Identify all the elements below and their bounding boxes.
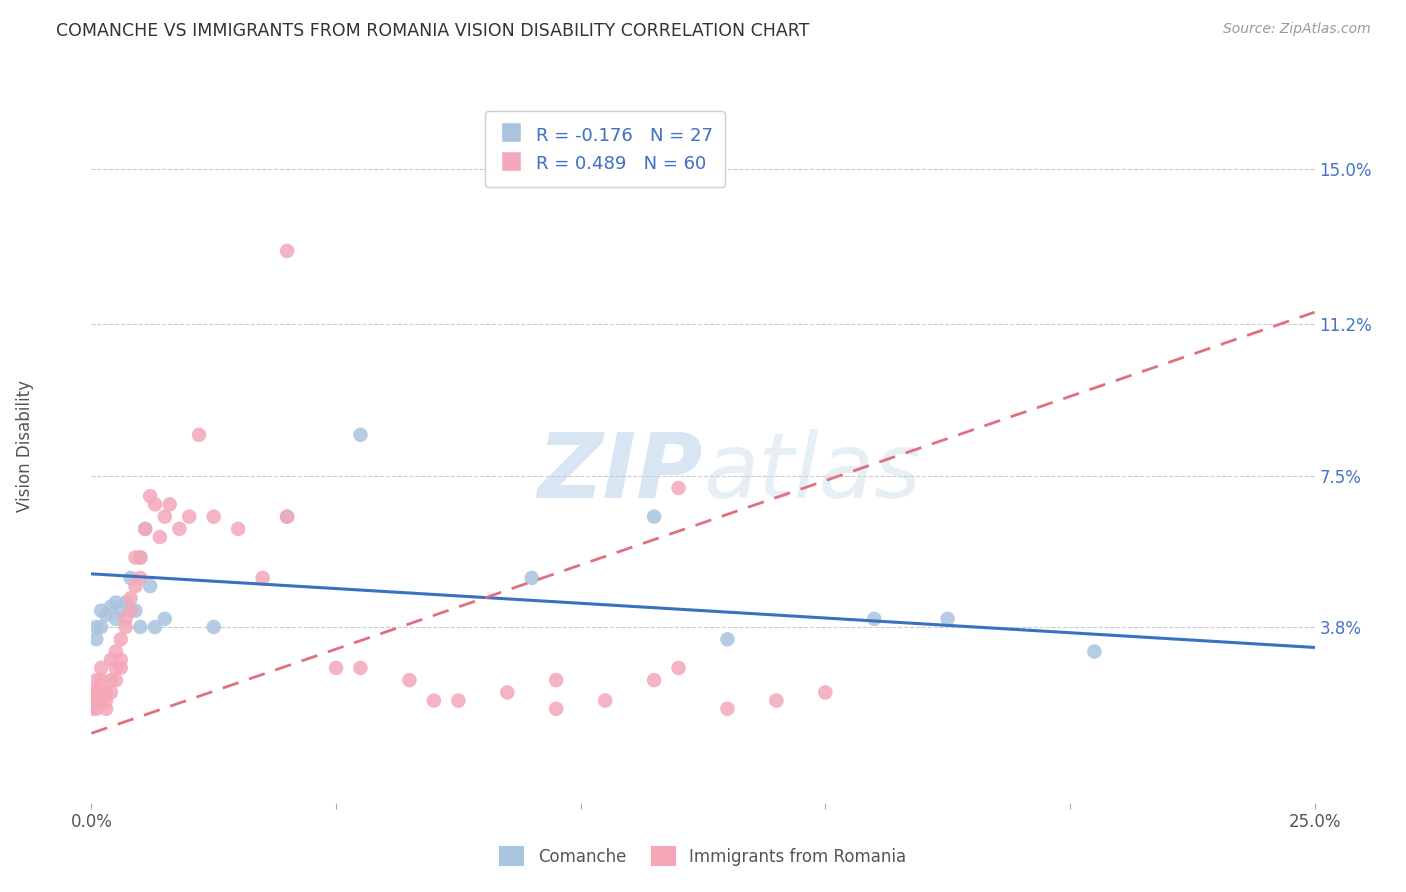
- Point: [104, 595, 127, 609]
- Point: [134, 522, 156, 536]
- Point: [110, 604, 132, 618]
- Point: [765, 693, 787, 707]
- Point: [94, 693, 117, 707]
- Point: [423, 693, 446, 707]
- Point: [120, 571, 142, 585]
- Point: [226, 522, 249, 536]
- Point: [129, 550, 152, 565]
- Point: [496, 685, 519, 699]
- Text: atlas: atlas: [703, 429, 921, 517]
- Point: [124, 579, 146, 593]
- Point: [100, 653, 122, 667]
- Point: [84, 693, 107, 707]
- Point: [179, 509, 201, 524]
- Point: [668, 481, 690, 495]
- Point: [153, 509, 176, 524]
- Point: [129, 571, 152, 585]
- Point: [90, 693, 112, 707]
- Point: [349, 661, 371, 675]
- Text: Vision Disability: Vision Disability: [17, 380, 34, 512]
- Point: [202, 620, 225, 634]
- Point: [84, 702, 107, 716]
- Point: [863, 612, 886, 626]
- Legend: Comanche, Immigrants from Romania: Comanche, Immigrants from Romania: [491, 838, 915, 875]
- Point: [546, 673, 568, 688]
- Point: [716, 702, 738, 716]
- Point: [104, 661, 127, 675]
- Point: [114, 620, 136, 634]
- Point: [325, 661, 347, 675]
- Point: [84, 620, 107, 634]
- Point: [1083, 644, 1105, 658]
- Point: [593, 693, 616, 707]
- Point: [546, 702, 568, 716]
- Point: [104, 612, 127, 626]
- Point: [104, 673, 127, 688]
- Text: COMANCHE VS IMMIGRANTS FROM ROMANIA VISION DISABILITY CORRELATION CHART: COMANCHE VS IMMIGRANTS FROM ROMANIA VISI…: [56, 22, 810, 40]
- Point: [94, 685, 117, 699]
- Point: [100, 673, 122, 688]
- Point: [643, 673, 665, 688]
- Point: [143, 620, 166, 634]
- Point: [124, 604, 146, 618]
- Point: [520, 571, 543, 585]
- Point: [143, 497, 166, 511]
- Point: [814, 685, 837, 699]
- Point: [120, 604, 142, 618]
- Point: [276, 509, 298, 524]
- Point: [100, 685, 122, 699]
- Point: [153, 612, 176, 626]
- Point: [110, 661, 132, 675]
- Point: [124, 550, 146, 565]
- Point: [120, 591, 142, 606]
- Point: [80, 702, 103, 716]
- Point: [252, 571, 274, 585]
- Point: [936, 612, 959, 626]
- Point: [149, 530, 172, 544]
- Point: [80, 693, 103, 707]
- Text: ZIP: ZIP: [537, 429, 703, 517]
- Point: [90, 661, 112, 675]
- Point: [80, 685, 103, 699]
- Point: [134, 522, 156, 536]
- Legend: R = -0.176   N = 27, R = 0.489   N = 60: R = -0.176 N = 27, R = 0.489 N = 60: [485, 112, 725, 187]
- Text: Source: ZipAtlas.com: Source: ZipAtlas.com: [1223, 22, 1371, 37]
- Point: [84, 673, 107, 688]
- Point: [447, 693, 470, 707]
- Point: [398, 673, 420, 688]
- Point: [94, 702, 117, 716]
- Point: [114, 595, 136, 609]
- Point: [110, 632, 132, 647]
- Point: [90, 685, 112, 699]
- Point: [129, 550, 152, 565]
- Point: [139, 579, 162, 593]
- Point: [668, 661, 690, 675]
- Point: [129, 620, 152, 634]
- Point: [276, 244, 298, 258]
- Point: [276, 509, 298, 524]
- Point: [84, 632, 107, 647]
- Point: [84, 685, 107, 699]
- Point: [202, 509, 225, 524]
- Point: [349, 428, 371, 442]
- Point: [100, 599, 122, 614]
- Point: [90, 604, 112, 618]
- Point: [169, 522, 191, 536]
- Point: [94, 607, 117, 622]
- Point: [159, 497, 181, 511]
- Point: [110, 653, 132, 667]
- Point: [104, 644, 127, 658]
- Point: [643, 509, 665, 524]
- Point: [188, 428, 211, 442]
- Point: [716, 632, 738, 647]
- Point: [90, 673, 112, 688]
- Point: [90, 620, 112, 634]
- Point: [139, 489, 162, 503]
- Point: [114, 612, 136, 626]
